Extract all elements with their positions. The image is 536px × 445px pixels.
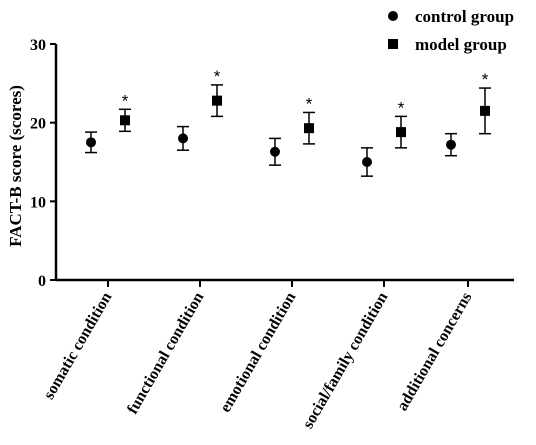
model-group-point [304,123,314,134]
significance-marker: * [482,70,489,89]
control-group-point [178,133,188,144]
legend-label: control group [415,7,514,26]
x-category-label: social/family condition [300,289,392,431]
y-tick-label: 10 [30,194,46,211]
control-group-point [86,137,96,148]
axes: 0 10 20 30 FACT-B score (scores) somatic cond… [6,37,514,432]
legend-label: model group [415,35,507,54]
model-group-point [396,127,406,138]
model-group-point [212,95,222,106]
significance-marker: * [306,94,313,113]
x-category-label: emotional condition [217,289,300,415]
legend: control group model group [388,7,514,54]
x-category-label: somatic condition [41,289,116,402]
y-tick-label: 30 [30,37,46,54]
control-group-point [362,157,372,167]
x-category-label: functional condition [124,289,207,417]
significance-marker: * [214,67,221,86]
model-group-point [120,115,130,126]
y-tick-label: 0 [38,273,46,290]
y-axis-title: FACT-B score (scores) [6,85,25,247]
significance-marker: * [122,91,129,110]
control-group-point [270,146,280,157]
legend-circle-icon [388,11,398,21]
chart-marks: * * * * * [85,67,491,177]
y-tick-label: 20 [30,116,46,133]
legend-square-icon [388,39,398,49]
significance-marker: * [398,98,405,117]
control-group-point [446,139,456,150]
model-group-point [480,105,490,116]
x-category-label: additional concerns [394,290,476,414]
